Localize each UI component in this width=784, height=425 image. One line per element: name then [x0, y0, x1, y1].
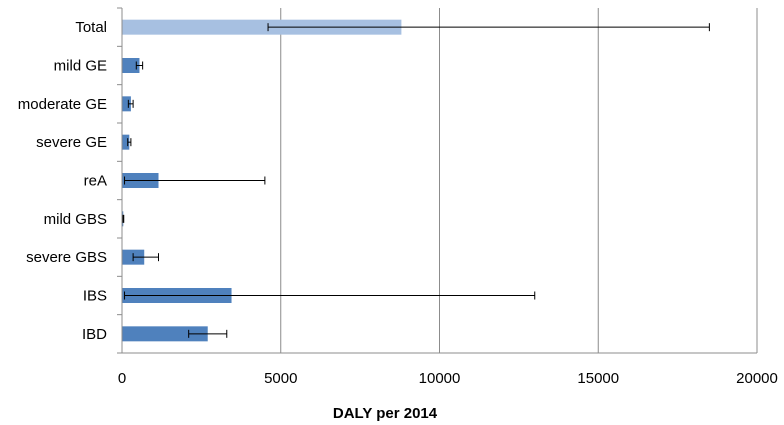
bar-severe-ge — [122, 134, 130, 150]
category-label-severe-gbs: severe GBS — [26, 249, 107, 266]
bar-ibd — [122, 326, 208, 342]
x-tick-label-0: 0 — [118, 370, 126, 387]
x-tick-label-15000: 15000 — [577, 370, 619, 387]
category-label-rea: reA — [84, 173, 107, 190]
category-label-moderate-ge: moderate GE — [18, 96, 107, 113]
x-tick-label-10000: 10000 — [419, 370, 461, 387]
category-label-mild-ge: mild GE — [54, 58, 107, 75]
category-label-ibd: IBD — [82, 326, 107, 343]
category-label-total: Total — [75, 19, 107, 36]
bars — [122, 19, 402, 342]
bar-moderate-ge — [122, 96, 131, 112]
bar-mild-ge — [122, 58, 140, 73]
axes — [117, 7, 757, 354]
bar-total — [122, 19, 402, 35]
category-label-severe-ge: severe GE — [36, 134, 107, 151]
category-label-ibs: IBS — [83, 288, 107, 305]
gridlines — [280, 8, 758, 353]
x-axis-title: DALY per 2014 — [333, 405, 438, 422]
x-tick-label-20000: 20000 — [736, 370, 778, 387]
category-label-mild-gbs: mild GBS — [44, 211, 107, 228]
error-bars — [122, 23, 710, 338]
category-labels: Total mild GE moderate GE severe GE reA mild … — [18, 19, 107, 343]
x-tick-label-5000: 5000 — [264, 370, 297, 387]
x-tick-labels: 0 5000 10000 15000 20000 — [118, 370, 778, 387]
